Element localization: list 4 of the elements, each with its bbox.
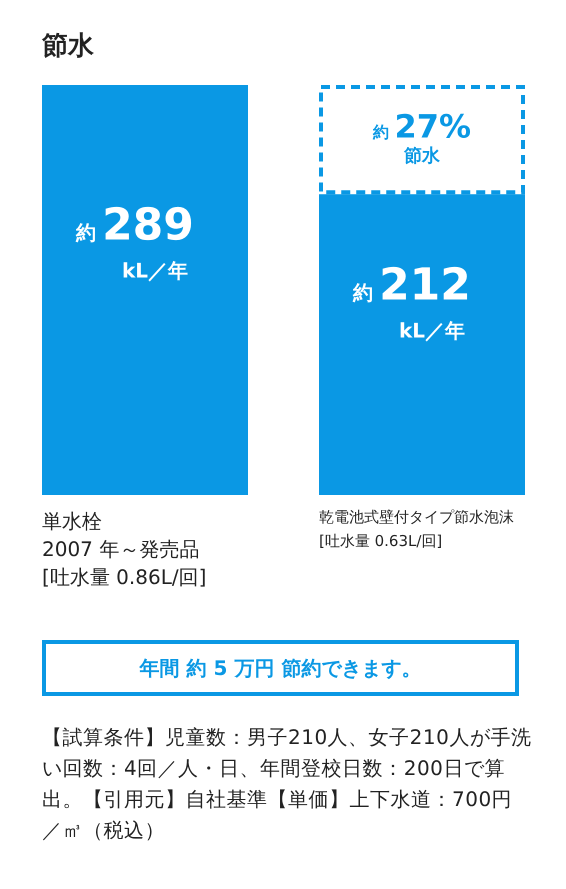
note: 【試算条件】児童数：男子210人、女子210人が手洗い回数：4回／人・日、年間登校日数：200日で算出。【引用元】自社基準【単価】上下水道：700円／㎥（税込） bbox=[42, 724, 532, 844]
title: 節水 bbox=[42, 30, 94, 63]
savings-note: 年間 約 5 万円 節約できます。 bbox=[42, 640, 519, 696]
annotation: 約 27% 節水 bbox=[372, 108, 472, 167]
